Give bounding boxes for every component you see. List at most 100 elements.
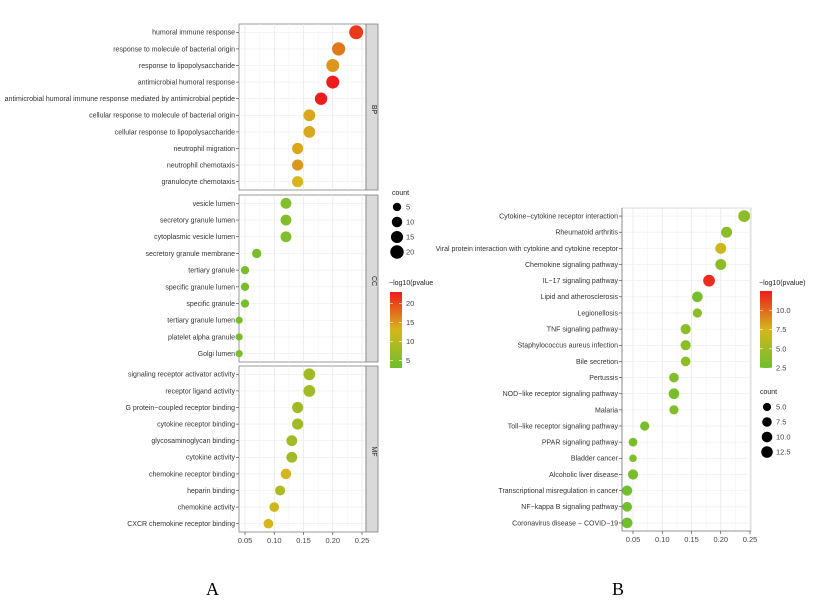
y-tick-label: specific granule lumen xyxy=(165,284,235,291)
facet-cc: vesicle lumen secretory granule lumen cyto… xyxy=(146,194,379,363)
colorbar-label: 15 xyxy=(406,318,414,327)
facet-strip-label: BP xyxy=(370,105,377,115)
y-tick-label: Coronavirus disease − COVID−19 xyxy=(512,520,618,527)
y-tick-label: specific granule xyxy=(186,301,235,308)
data-point xyxy=(692,308,702,318)
y-tick-label: cellular response to lipopolysaccharide xyxy=(115,129,235,136)
y-tick-label: Toll−like receptor signaling pathway xyxy=(508,423,619,430)
panel-a: humoral immune response response to molec… xyxy=(5,23,433,545)
x-tick-label: 0.15 xyxy=(296,536,311,545)
y-tick-label: Bile secretion xyxy=(576,359,618,366)
panel-label-b: B xyxy=(612,579,624,599)
data-point xyxy=(235,316,243,324)
legend-size-label: 5 xyxy=(406,203,410,212)
data-point xyxy=(269,502,280,512)
y-tick-label: vesicle lumen xyxy=(193,201,236,208)
legend-pvalue: −log10(pvalue 20 15 10 5 xyxy=(389,280,433,368)
y-tick-label: neutrophil migration xyxy=(174,146,236,153)
data-point xyxy=(669,372,679,383)
data-point xyxy=(331,42,346,56)
legend-size-label: 12.5 xyxy=(776,448,791,457)
x-tick-label: 0.10 xyxy=(655,535,670,544)
y-tick-label: receptor ligand activity xyxy=(165,388,235,395)
data-point xyxy=(292,176,304,188)
x-tick-label: 0.05 xyxy=(626,535,641,544)
y-tick-label: Staphylococcus aureus infection xyxy=(518,343,618,350)
data-point xyxy=(326,59,340,72)
facet-strip-label: MF xyxy=(370,446,377,456)
data-point xyxy=(292,142,304,155)
data-point xyxy=(715,259,727,271)
legend-size-key xyxy=(762,417,772,427)
data-point xyxy=(240,299,250,308)
y-tick-label: signaling receptor activator activity xyxy=(128,372,235,379)
y-tick-label: CXCR chemokine receptor binding xyxy=(127,521,235,528)
y-tick-label: Lipid and atherosclerosis xyxy=(541,294,619,301)
y-tick-label: Transcriptional misregulation in cancer xyxy=(498,488,618,495)
y-tick-label: heparin binding xyxy=(187,488,235,495)
legend-title: count xyxy=(392,190,409,197)
data-point xyxy=(622,501,633,512)
y-tick-label: Viral protein interaction with cytokine … xyxy=(436,246,619,253)
data-point xyxy=(680,356,691,367)
data-point xyxy=(669,405,679,415)
data-point xyxy=(303,125,316,138)
data-point xyxy=(326,75,340,89)
y-tick-label: Golgi lumen xyxy=(198,351,235,358)
colorbar-label: 5.0 xyxy=(776,344,786,353)
data-point xyxy=(680,340,691,351)
y-tick-label: granulocyte chemotaxis xyxy=(161,179,235,186)
data-point xyxy=(252,248,262,259)
colorbar-label: 2.5 xyxy=(776,364,786,373)
data-point xyxy=(628,437,638,447)
colorbar-label: 5 xyxy=(406,356,410,365)
facet-strip xyxy=(365,23,379,191)
data-point xyxy=(303,368,316,381)
data-point xyxy=(280,468,292,480)
x-tick-label: 0.15 xyxy=(684,535,699,544)
legend-size-key xyxy=(761,431,773,443)
data-point xyxy=(303,384,316,397)
y-tick-label: humoral immune response xyxy=(152,30,235,37)
data-point xyxy=(286,451,298,463)
colorbar-label: 10 xyxy=(406,337,414,346)
legend-title: −log10(pvalue xyxy=(389,280,433,287)
data-point xyxy=(640,421,650,431)
x-tick-label: 0.05 xyxy=(238,536,253,545)
y-tick-label: TNF signaling pathway xyxy=(547,327,619,334)
y-tick-label: Rheumatoid arthritis xyxy=(555,230,618,237)
data-point xyxy=(622,485,633,496)
y-tick-label: Bladder cancer xyxy=(571,456,619,463)
data-point xyxy=(240,282,250,292)
data-point xyxy=(629,454,637,463)
y-tick-label: platelet alpha granule xyxy=(168,334,235,341)
data-point xyxy=(303,109,316,122)
legend-size-key xyxy=(761,446,773,458)
data-point xyxy=(280,231,292,243)
panel-b: Cytokine−cytokine receptor interaction Rh… xyxy=(436,207,806,544)
y-tick-label: secretory granule lumen xyxy=(160,217,235,224)
x-tick-label: 0.20 xyxy=(325,536,340,545)
data-point xyxy=(280,214,292,226)
legend-size-key xyxy=(392,202,402,212)
data-point xyxy=(627,469,639,480)
y-tick-label: IL−17 signaling pathway xyxy=(543,278,619,285)
data-point xyxy=(292,401,304,414)
data-point xyxy=(349,25,364,40)
legend-size-key xyxy=(391,216,403,228)
data-point xyxy=(280,197,292,209)
data-point xyxy=(680,324,691,335)
plot-area xyxy=(238,194,367,363)
y-tick-label: cytokine receptor binding xyxy=(157,422,235,429)
data-point xyxy=(292,159,304,171)
plot-area xyxy=(238,365,367,533)
colorbar-label: 7.5 xyxy=(776,325,786,334)
x-tick-label: 0.10 xyxy=(267,536,282,545)
legend-size-key xyxy=(762,402,772,412)
data-point xyxy=(314,92,328,105)
legend-size-label: 5.0 xyxy=(776,403,786,412)
plot-area xyxy=(621,207,752,532)
legend-size-key xyxy=(390,245,404,259)
colorbar xyxy=(390,292,402,368)
legend-title: count xyxy=(760,389,777,396)
